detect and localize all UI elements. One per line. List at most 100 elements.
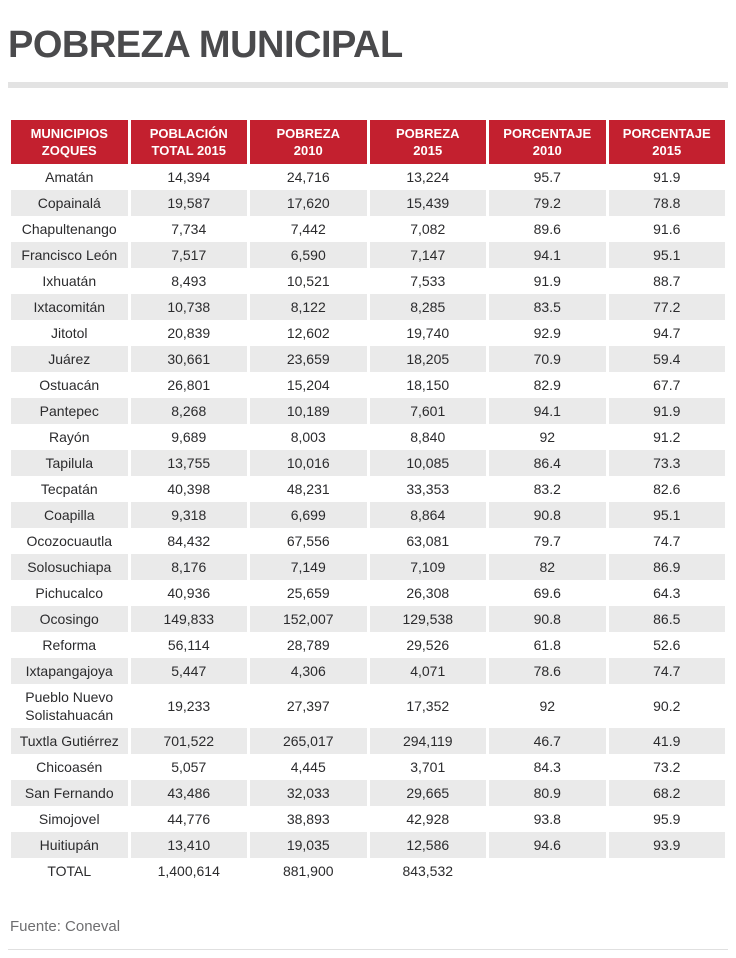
municipality-cell: Ostuacán <box>39 377 100 393</box>
value-cell: 7,109 <box>369 554 486 580</box>
municipality-cell: Pantepec <box>11 398 128 424</box>
value-cell: 10,016 <box>250 450 367 476</box>
municipality-cell: Ixtacomitán <box>11 294 128 320</box>
value-cell: 8,493 <box>171 273 207 289</box>
value-cell: 92 <box>539 698 556 714</box>
value-cell: 95.1 <box>608 242 725 268</box>
value-cell: 82.9 <box>533 377 561 393</box>
value-cell: 19,587 <box>130 190 247 216</box>
value-cell: 5,447 <box>130 658 247 684</box>
value-cell: 95.7 <box>533 169 561 185</box>
value-cell: 79.2 <box>489 190 606 216</box>
value-cell: 44,776 <box>167 811 211 827</box>
municipality-cell: Simojovel <box>38 811 100 827</box>
table-row: Chicoasén 5,057 4,445 3,701 84.3 73.2 <box>11 754 725 780</box>
municipality-cell: Ocosingo <box>11 606 128 632</box>
value-cell: 8,268 <box>130 398 247 424</box>
value-cell: 5,057 <box>171 759 207 775</box>
municipality-cell: Copainalá <box>11 190 128 216</box>
value-cell: 74.7 <box>608 658 725 684</box>
municipality-cell: Pichucalco <box>35 585 104 601</box>
value-cell: 23,659 <box>250 346 367 372</box>
value-cell: 19,035 <box>250 832 367 858</box>
source-note: Fuente: Coneval <box>10 918 121 935</box>
value-cell: 83.5 <box>489 294 606 320</box>
municipality-cell: Tuxtla Gutiérrez <box>11 728 128 754</box>
value-cell: 93.8 <box>533 811 561 827</box>
municipality-cell: Coapilla <box>11 502 128 528</box>
value-cell: 93.9 <box>608 832 725 858</box>
value-cell: 9,318 <box>130 502 247 528</box>
table-row: Copainalá 19,587 17,620 15,439 79.2 78.8 <box>11 190 725 216</box>
value-cell: 4,306 <box>250 658 367 684</box>
value-cell: 294,119 <box>369 728 486 754</box>
value-cell: 14,394 <box>167 169 211 185</box>
column-header-municipios-zoques: MUNICIPIOS ZOQUES <box>11 120 128 164</box>
value-cell: 67,556 <box>286 533 330 549</box>
table-row: Jitotol 20,839 12,602 19,740 92.9 94.7 <box>11 320 725 346</box>
value-cell: 40,936 <box>167 585 211 601</box>
column-header-pobreza-2015: POBREZA 2015 <box>369 120 486 164</box>
value-cell: 26,308 <box>406 585 450 601</box>
table-row: Pantepec 8,268 10,189 7,601 94.1 91.9 <box>11 398 725 424</box>
value-cell: 7,517 <box>130 242 247 268</box>
municipality-cell: Amatán <box>45 169 94 185</box>
value-cell: 68.2 <box>608 780 725 806</box>
municipality-cell: Chapultenango <box>21 221 117 237</box>
value-cell: 19,740 <box>406 325 450 341</box>
total-row: TOTAL 1,400,614 881,900 843,532 <box>11 858 725 884</box>
value-cell: 6,699 <box>250 502 367 528</box>
value-cell: 13,224 <box>406 169 450 185</box>
value-cell: 48,231 <box>286 481 330 497</box>
municipality-cell: Francisco León <box>11 242 128 268</box>
value-cell: 27,397 <box>286 698 330 714</box>
column-header-pobreza-2010: POBREZA 2010 <box>250 120 367 164</box>
value-cell: 1,400,614 <box>157 863 220 879</box>
table-row: Ostuacán 26,801 15,204 18,150 82.9 67.7 <box>11 372 725 398</box>
municipality-cell: Jitotol <box>50 325 88 341</box>
value-cell: 70.9 <box>489 346 606 372</box>
value-cell: 7,147 <box>369 242 486 268</box>
municipality-cell: Rayón <box>49 429 90 445</box>
value-cell: 28,789 <box>286 637 330 653</box>
value-cell: 77.2 <box>608 294 725 320</box>
table-row: Ocozocuautla 84,432 67,556 63,081 79.7 74.7 <box>11 528 725 554</box>
value-cell: 69.6 <box>533 585 561 601</box>
value-cell: 95.9 <box>653 811 681 827</box>
value-cell: 86.4 <box>489 450 606 476</box>
value-cell: 84.3 <box>533 759 561 775</box>
value-cell: 56,114 <box>167 637 210 653</box>
value-cell: 52.6 <box>653 637 681 653</box>
value-cell: 17,352 <box>406 698 450 714</box>
value-cell: 8,003 <box>290 429 326 445</box>
value-cell: 32,033 <box>250 780 367 806</box>
value-cell: 92.9 <box>533 325 561 341</box>
value-cell: 10,738 <box>130 294 247 320</box>
municipality-cell: Reforma <box>42 637 97 653</box>
value-cell: 92 <box>539 429 556 445</box>
value-cell: 84,432 <box>167 533 211 549</box>
column-header-porcentaje-2010: PORCENTAJE 2010 <box>489 120 606 164</box>
value-cell: 83.2 <box>533 481 561 497</box>
value-cell: 8,864 <box>369 502 486 528</box>
value-cell: 67.7 <box>653 377 681 393</box>
value-cell: 73.3 <box>608 450 725 476</box>
municipality-cell: San Fernando <box>11 780 128 806</box>
table-body: Amatán 14,394 24,716 13,224 95.7 91.9 Copainal… <box>11 164 725 884</box>
value-cell: 73.2 <box>653 759 681 775</box>
value-cell: 30,661 <box>130 346 247 372</box>
value-cell: 3,701 <box>410 759 446 775</box>
municipality-cell: Juárez <box>11 346 128 372</box>
value-cell: 25,659 <box>286 585 330 601</box>
value-cell: 86.9 <box>608 554 725 580</box>
value-cell: 91.2 <box>653 429 681 445</box>
column-header-porcentaje-2015: PORCENTAJE 2015 <box>608 120 725 164</box>
value-cell: 91.9 <box>608 398 725 424</box>
value-cell: 61.8 <box>533 637 561 653</box>
value-cell: 26,801 <box>167 377 211 393</box>
value-cell: 94.1 <box>489 242 606 268</box>
title-divider <box>8 82 728 88</box>
municipality-cell: Huitiupán <box>11 832 128 858</box>
municipality-cell: TOTAL <box>47 863 92 879</box>
value-cell: 19,233 <box>167 698 211 714</box>
